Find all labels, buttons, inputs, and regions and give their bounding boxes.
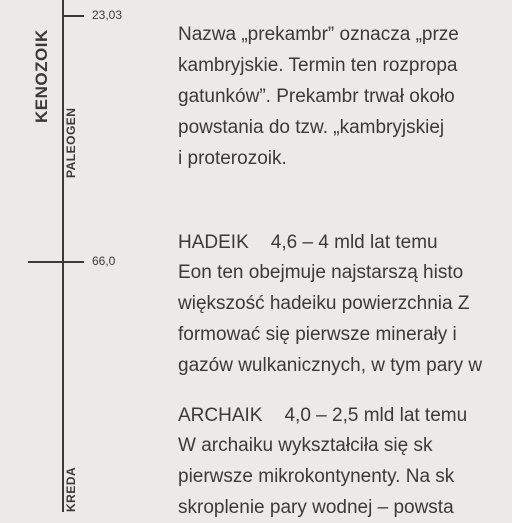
era-label-kenozoik: KENOZOIK	[32, 29, 51, 123]
tick-mark-66	[28, 261, 84, 263]
archaik-line: pierwsze mikrokontynenty. Na sk	[178, 466, 455, 487]
section-dates: 4,0 – 2,5 mld lat temu	[284, 405, 468, 426]
timeline-axis	[62, 0, 64, 512]
hadeik-line: większość hadeiku powierzchnia Z	[178, 293, 470, 314]
period-label-kreda: KREDA	[64, 466, 78, 512]
hadeik-line: formować się pierwsze minerały i	[178, 324, 457, 345]
section-dates: 4,6 – 4 mld lat temu	[270, 232, 438, 253]
section-title: HADEIK	[178, 232, 249, 253]
intro-line: kambryjskie. Termin ten rozpropa	[178, 55, 458, 76]
hadeik-line: Eon ten obejmuje najstarszą histo	[178, 262, 464, 283]
section-heading-hadeik: HADEIK 4,6 – 4 mld lat temu	[178, 232, 438, 254]
intro-line: i proterozoik.	[178, 148, 287, 169]
tick-mark-23	[62, 15, 84, 17]
tick-label-66: 66,0	[92, 254, 116, 268]
intro-line: powstania do tzw. „kambryjskiej	[178, 117, 445, 138]
hadeik-line: gazów wulkanicznych, w tym pary w	[178, 355, 483, 376]
intro-line: Nazwa „prekambr” oznacza „prze	[178, 24, 459, 45]
intro-line: gatunków”. Prekambr trwał około	[178, 86, 455, 107]
section-heading-archaik: ARCHAIK 4,0 – 2,5 mld lat temu	[178, 405, 467, 427]
section-title: ARCHAIK	[178, 405, 263, 426]
archaik-line: skroplenie pary wodnej – powsta	[178, 497, 454, 518]
period-label-paleogen: PALEOGEN	[64, 107, 78, 178]
tick-label-23: 23,03	[92, 8, 123, 22]
archaik-line: W archaiku wykształciła się sk	[178, 435, 433, 456]
